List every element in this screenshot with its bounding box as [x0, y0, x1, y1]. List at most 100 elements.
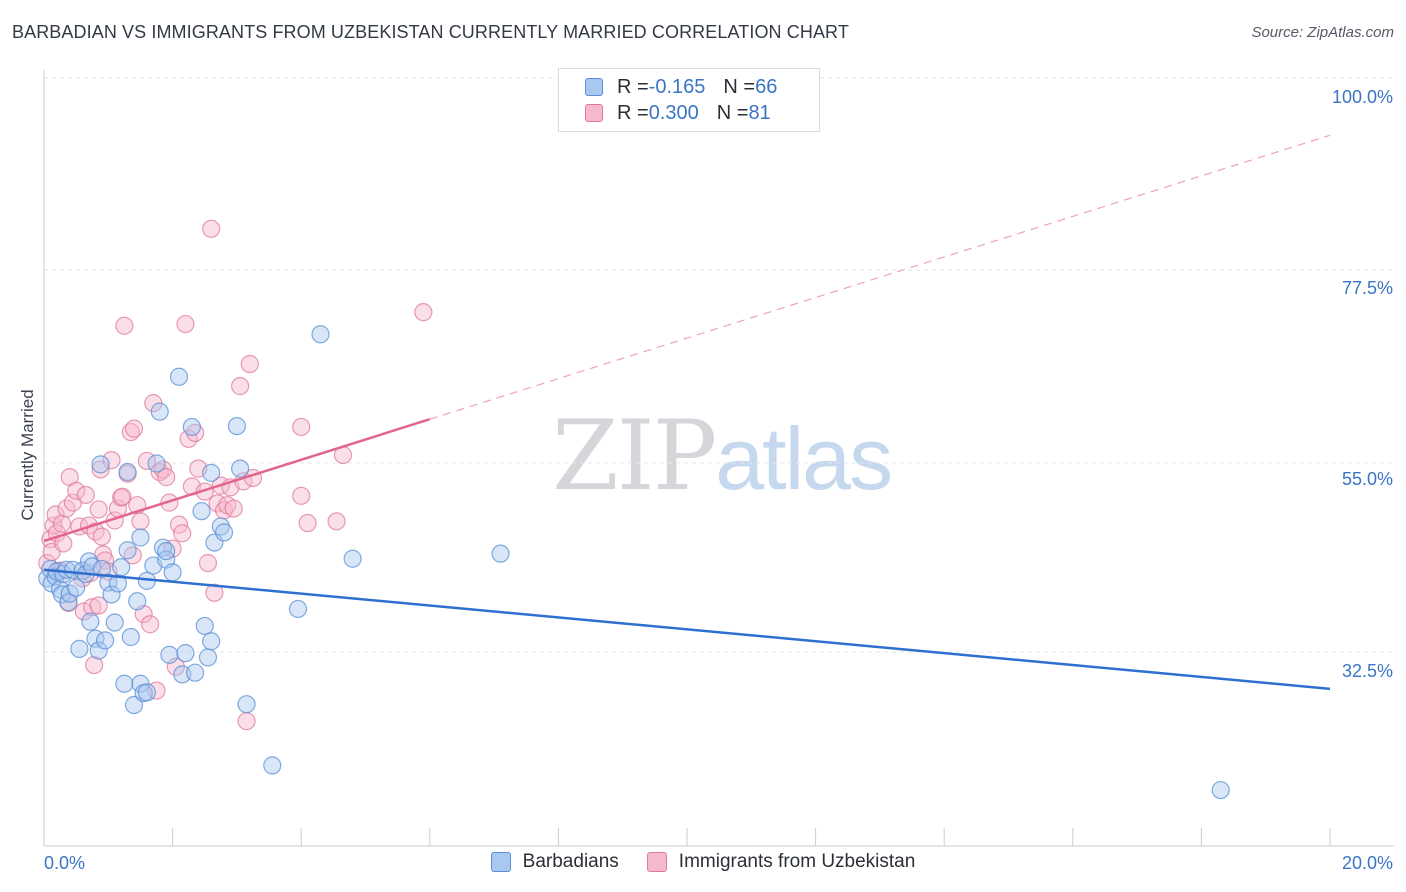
legend-swatch-pink	[646, 852, 667, 872]
barbadians-point	[112, 558, 131, 577]
barbadians-point	[102, 585, 121, 604]
uzbekistan-point	[67, 481, 86, 500]
barbadians-point	[128, 592, 147, 611]
x-tick-label: 20.0%	[1342, 853, 1393, 873]
barbadians-point	[214, 523, 234, 542]
barbadians-point	[67, 578, 86, 597]
uzbekistan-point	[224, 499, 243, 518]
barbadians-point	[195, 616, 214, 636]
legend-swatch-blue	[490, 852, 511, 872]
barbadians-point	[343, 549, 362, 568]
barbadians-point	[176, 644, 195, 663]
barbadians-point	[118, 541, 137, 560]
legend-label: Barbadians	[522, 851, 619, 872]
barbadians-point	[153, 538, 173, 557]
uzbekistan-point	[83, 598, 102, 617]
y-tick-label: 77.5%	[1342, 278, 1393, 298]
uzbekistan-trend-extension	[429, 134, 1331, 420]
legend-label: Immigrants from Uzbekistan	[678, 851, 916, 872]
uzbekistan-point	[198, 553, 218, 573]
uzbekistan-point	[89, 596, 108, 615]
barbadians-point	[202, 463, 221, 482]
legend-r-label: R =	[617, 101, 649, 124]
uzbekistan-point	[205, 583, 224, 602]
legend-swatch-blue	[585, 78, 603, 96]
y-tick-label: 32.5%	[1342, 661, 1393, 681]
legend-r-value: -0.165	[648, 75, 706, 98]
barbadians-point	[311, 325, 330, 344]
uzbekistan-point	[76, 485, 95, 505]
barbadians-point	[157, 541, 176, 561]
uzbekistan-point	[89, 500, 108, 519]
uzbekistan-point	[115, 316, 134, 335]
uzbekistan-point	[112, 488, 131, 507]
barbadians-point	[1211, 780, 1230, 800]
y-tick-label: 55.0%	[1342, 469, 1393, 489]
uzbekistan-point	[157, 468, 176, 487]
barbadians-point	[124, 695, 144, 715]
uzbekistan-point	[231, 377, 250, 396]
source-label: Source: ZipAtlas.com	[1251, 24, 1394, 41]
barbadians-point	[95, 631, 115, 650]
uzbekistan-point	[240, 354, 259, 374]
barbadians-point	[81, 612, 100, 631]
barbadians-point	[288, 599, 308, 619]
uzbekistan-point	[123, 546, 142, 565]
legend-n-value: 66	[755, 75, 778, 98]
uzbekistan-trend-line	[43, 418, 431, 543]
legend-r-value: 0.300	[648, 101, 699, 124]
barbadians-point	[70, 639, 89, 658]
barbadians-point	[182, 417, 201, 437]
uzbekistan-point	[327, 512, 346, 531]
uzbekistan-point	[121, 422, 140, 442]
uzbekistan-point	[292, 417, 311, 437]
barbadians-point	[227, 416, 246, 436]
legend-row-barbadians: R = -0.165 N = 66	[585, 74, 777, 100]
legend-n-label: N =	[716, 101, 749, 124]
legend-n-label: N =	[723, 75, 756, 98]
watermark-zip: ZIP	[552, 400, 717, 512]
x-tick-label: 0.0%	[44, 853, 85, 873]
barbadians-point	[202, 632, 221, 651]
correlation-legend: R = -0.165 N = 66 R = 0.300 N = 81	[558, 68, 820, 132]
barbadians-point	[186, 663, 205, 682]
barbadians-point	[263, 756, 282, 775]
barbadians-point	[115, 674, 134, 693]
barbadians-point	[192, 502, 211, 521]
barbadians-point	[121, 627, 140, 647]
barbadians-point	[118, 462, 137, 482]
barbadians-point	[99, 573, 118, 592]
barbadians-point	[198, 648, 218, 667]
barbadians-point	[91, 455, 110, 474]
barbadians-point	[169, 367, 189, 386]
uzbekistan-point	[46, 505, 65, 524]
legend-item-uzbekistan: Immigrants from Uzbekistan	[646, 851, 916, 873]
barbadians-point	[105, 613, 124, 632]
barbadians-point	[57, 560, 76, 579]
y-tick-label: 100.0%	[1332, 87, 1393, 107]
barbadians-point	[89, 641, 108, 660]
legend-item-barbadians: Barbadians	[490, 851, 619, 873]
uzbekistan-point	[298, 513, 317, 533]
uzbekistan-point	[176, 314, 195, 334]
chart-title: BARBADIAN VS IMMIGRANTS FROM UZBEKISTAN …	[12, 22, 849, 42]
barbadians-point	[491, 544, 510, 563]
uzbekistan-point	[202, 219, 221, 238]
barbadians-point	[160, 645, 179, 664]
uzbekistan-point	[131, 512, 150, 531]
legend-r-label: R =	[617, 75, 649, 98]
barbadians-trend-line	[43, 568, 1331, 691]
uzbekistan-point	[52, 514, 72, 533]
uzbekistan-point	[292, 486, 311, 505]
legend-swatch-pink	[585, 104, 603, 122]
uzbekistan-point	[92, 527, 111, 546]
barbadians-point	[131, 528, 150, 547]
uzbekistan-point	[102, 451, 121, 470]
uzbekistan-point	[140, 615, 160, 634]
uzbekistan-point	[124, 419, 144, 438]
legend-n-value: 81	[748, 101, 771, 124]
uzbekistan-point	[237, 712, 256, 731]
barbadians-point	[237, 695, 256, 714]
uzbekistan-point	[173, 524, 192, 543]
